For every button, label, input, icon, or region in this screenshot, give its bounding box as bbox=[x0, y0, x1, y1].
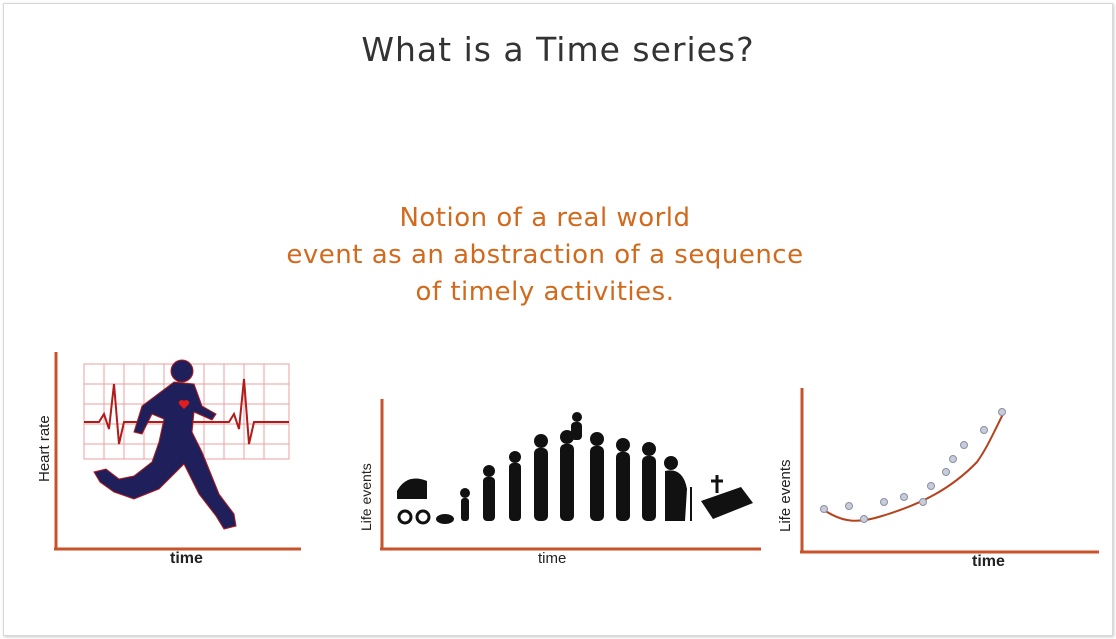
human-lifecycle-silhouettes bbox=[397, 412, 753, 525]
y-axis-label: Heart rate bbox=[36, 415, 53, 482]
y-axis-label: Life events bbox=[777, 459, 794, 532]
slide: What is a Time series? Notion of a real … bbox=[3, 3, 1113, 636]
trend-curve bbox=[823, 411, 1005, 522]
x-axis-label: time bbox=[538, 550, 567, 567]
x-axis-label: time bbox=[170, 550, 203, 567]
runner-silhouette bbox=[93, 359, 237, 530]
notion-text: Notion of a real world event as an abstr… bbox=[4, 200, 1086, 311]
heart-icon bbox=[178, 400, 190, 409]
trend-figure: Life events time bbox=[772, 382, 1102, 582]
y-axis-label: Life events bbox=[358, 463, 374, 531]
notion-line-2: event as an abstraction of a sequence bbox=[286, 240, 804, 270]
pram-icon bbox=[397, 478, 431, 525]
gravestone-icon bbox=[701, 475, 753, 519]
x-axis-label: time bbox=[972, 553, 1005, 570]
slide-title: What is a Time series? bbox=[361, 30, 755, 69]
trend-graphic bbox=[800, 388, 1099, 554]
life-events-graphic bbox=[380, 399, 761, 551]
heart-rate-graphic bbox=[54, 352, 301, 551]
heart-rate-figure: Heart rate time bbox=[24, 344, 304, 574]
scatter-points bbox=[820, 408, 1006, 523]
life-events-figure: Life events time bbox=[349, 389, 764, 574]
notion-line-3: of timely activities. bbox=[415, 277, 675, 307]
notion-line-1: Notion of a real world bbox=[399, 203, 691, 233]
